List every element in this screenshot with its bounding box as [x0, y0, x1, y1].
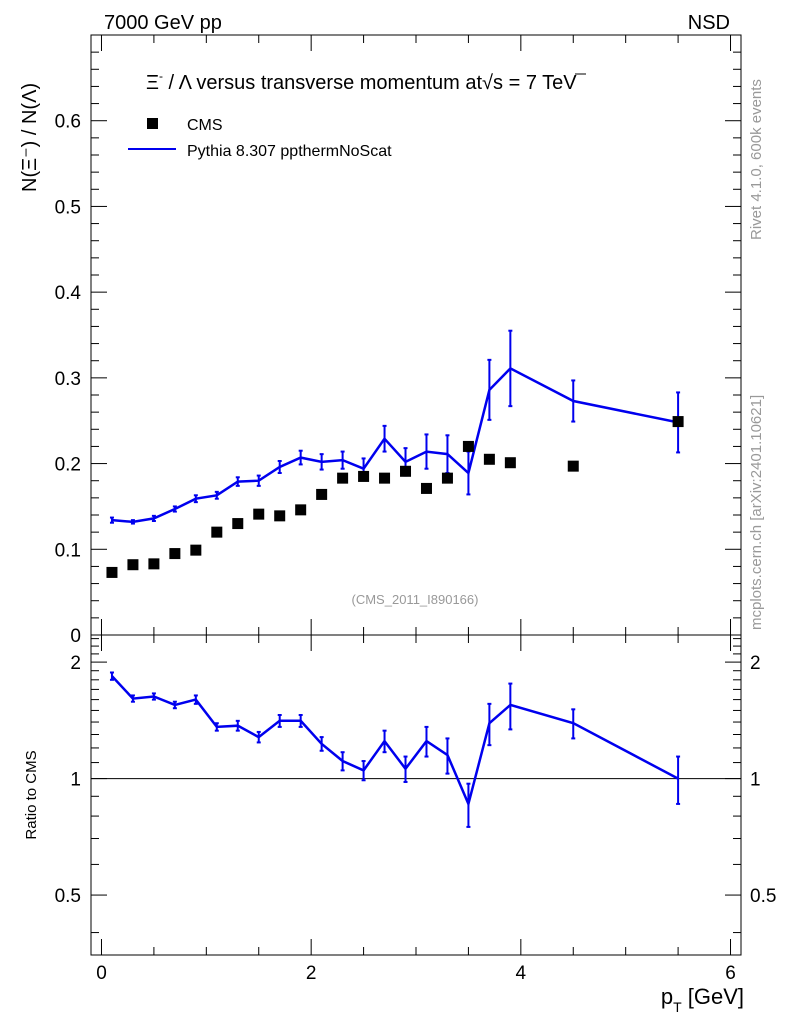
ratio-curve — [111, 675, 679, 808]
cms-data-point — [483, 453, 495, 465]
cms-data-point — [148, 558, 160, 570]
main-axis-ticks — [91, 35, 741, 636]
main-cms-series — [106, 416, 684, 578]
cms-data-point — [672, 416, 684, 428]
cms-data-point — [379, 472, 391, 484]
main-y-axis-label: N(Ξ⁻) / N(Λ) — [19, 83, 41, 192]
ratio-axis-ticks — [91, 635, 741, 955]
main-y-tick-label: 0.6 — [55, 112, 81, 133]
main-y-tick-label: 0.1 — [55, 540, 81, 561]
legend-mc-label: Pythia 8.307 ppthermNoScat — [187, 143, 392, 160]
legend: CMS Pythia 8.307 ppthermNoScat — [128, 117, 392, 160]
cms-data-point — [400, 465, 412, 477]
title-xi: Ξ — [146, 72, 159, 94]
cms-data-point — [190, 544, 202, 556]
x-axis-label: pT [GeV] — [661, 984, 744, 1015]
cms-data-point — [420, 482, 432, 494]
ratio-y-tick-label: 1 — [70, 770, 81, 791]
ratio-panel: 0.5 0.5 1 1 2 2 0 2 4 6 Ratio to CMS pT [GeV] — [23, 634, 777, 1015]
cms-data-point — [441, 472, 453, 484]
title-sqrt-symbol: √ — [482, 72, 493, 94]
cms-data-point — [253, 508, 265, 520]
cms-data-point — [462, 440, 474, 452]
analysis-watermark: (CMS_2011_I890166) — [352, 592, 479, 607]
mc-curve — [111, 366, 679, 524]
legend-cms-marker — [147, 118, 158, 129]
ratio-y-tick-label-right: 0.5 — [750, 886, 776, 907]
title-text: / Λ versus transverse momentum at — [163, 72, 482, 94]
main-y-tick-label: 0.5 — [55, 197, 81, 218]
title-xi-superscript: - — [159, 69, 163, 83]
legend-cms-label: CMS — [187, 117, 223, 134]
x-tick-label: 6 — [725, 963, 736, 984]
ratio-y-tick-label: 0.5 — [55, 886, 81, 907]
ratio-y-tick-label-right: 1 — [750, 770, 761, 791]
ratio-mc-series — [109, 671, 681, 828]
source-info-label: mcplots.cern.ch [arXiv:2401.10621] — [748, 395, 765, 630]
x-tick-label: 0 — [96, 963, 107, 984]
chart-title: Ξ- / Λ versus transverse momentum at√s =… — [146, 69, 577, 94]
cms-data-point — [567, 460, 579, 472]
cms-data-point — [211, 526, 223, 538]
cms-data-point — [504, 457, 516, 469]
cms-data-point — [127, 559, 139, 571]
x-axis-label-sub: T — [673, 999, 682, 1015]
cms-data-point — [106, 566, 118, 578]
title-sqrt-arg: s — [493, 72, 503, 94]
main-y-tick-label: 0 — [70, 626, 81, 647]
energy-label: 7000 GeV pp — [104, 12, 222, 34]
main-y-tick-label: 0.3 — [55, 369, 81, 390]
main-y-tick-label: 0.2 — [55, 455, 81, 476]
x-tick-label: 4 — [516, 963, 527, 984]
main-mc-series — [109, 329, 681, 525]
x-axis-label-main: p — [661, 984, 673, 1009]
cms-data-point — [295, 504, 307, 516]
cms-data-point — [169, 548, 181, 560]
main-y-tick-labels: 0 0.1 0.2 0.3 0.4 0.5 0.6 — [55, 112, 82, 647]
cms-data-point — [358, 470, 370, 482]
title-suffix: = 7 TeV — [503, 72, 577, 94]
process-label: NSD — [688, 12, 730, 34]
ratio-plot-frame — [90, 634, 742, 956]
ratio-y-tick-label: 2 — [70, 653, 81, 674]
cms-data-point — [232, 518, 244, 530]
x-axis-label-unit: [GeV] — [682, 984, 744, 1009]
ratio-y-tick-label-right: 2 — [750, 653, 761, 674]
ratio-y-axis-label: Ratio to CMS — [23, 750, 40, 839]
cms-data-point — [274, 510, 286, 522]
x-tick-label: 2 — [306, 963, 317, 984]
ratio-y-tick-labels: 0.5 0.5 1 1 2 2 — [55, 653, 777, 907]
main-panel: 0 0.1 0.2 0.3 0.4 0.5 0.6 Ξ- / Λ versus transv… — [19, 34, 742, 647]
x-tick-labels: 0 2 4 6 — [96, 963, 736, 984]
cms-data-point — [337, 472, 349, 484]
rivet-info-label: Rivet 4.1.0, 600k events — [748, 79, 765, 240]
main-y-tick-label: 0.4 — [55, 283, 82, 304]
cms-data-point — [316, 488, 328, 500]
